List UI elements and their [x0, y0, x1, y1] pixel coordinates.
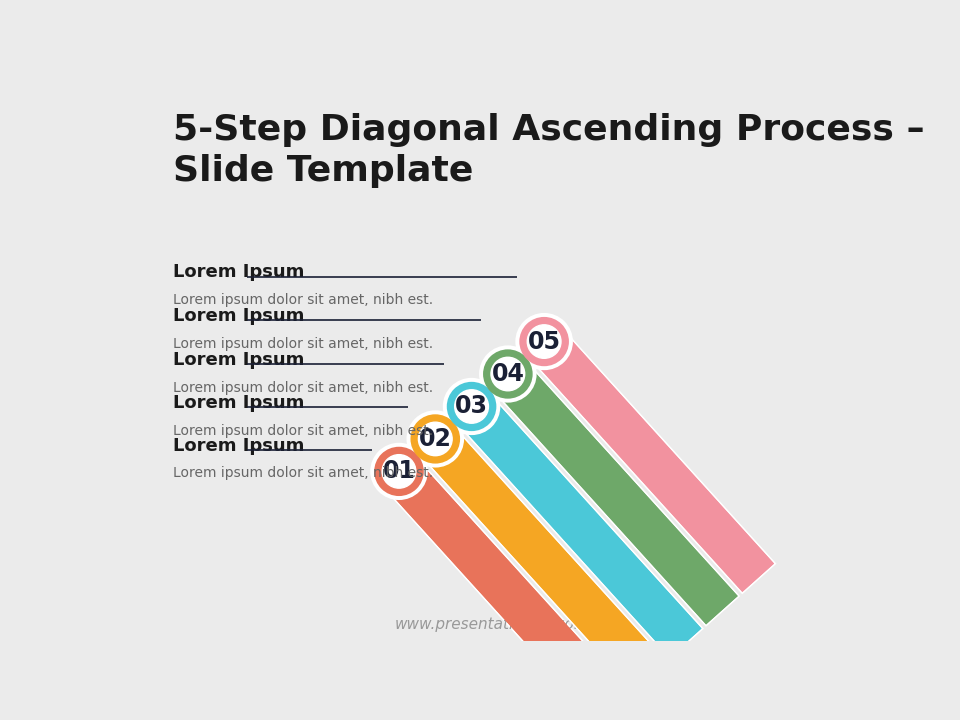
Polygon shape [450, 385, 702, 657]
Circle shape [519, 317, 569, 366]
Text: 03: 03 [455, 395, 488, 418]
Text: 01: 01 [383, 459, 416, 483]
Circle shape [411, 414, 460, 464]
Text: www.presentationgo.com: www.presentationgo.com [395, 616, 589, 631]
Polygon shape [523, 320, 774, 592]
Polygon shape [383, 457, 629, 720]
Text: Lorem ipsum dolor sit amet, nibh est.: Lorem ipsum dolor sit amet, nibh est. [173, 466, 433, 480]
Polygon shape [492, 360, 737, 624]
Polygon shape [528, 328, 774, 592]
Text: 05: 05 [528, 330, 561, 354]
Circle shape [374, 446, 423, 496]
Text: 04: 04 [492, 362, 524, 386]
Polygon shape [420, 425, 665, 689]
Circle shape [419, 422, 452, 456]
Text: Lorem Ipsum: Lorem Ipsum [173, 351, 304, 369]
Polygon shape [456, 392, 702, 657]
Circle shape [491, 357, 525, 391]
Circle shape [382, 454, 416, 488]
Text: Lorem Ipsum: Lorem Ipsum [173, 264, 304, 282]
Circle shape [446, 382, 496, 431]
Text: Lorem ipsum dolor sit amet, nibh est.: Lorem ipsum dolor sit amet, nibh est. [173, 381, 433, 395]
Polygon shape [414, 418, 665, 689]
Text: Lorem ipsum dolor sit amet, nibh est.: Lorem ipsum dolor sit amet, nibh est. [173, 337, 433, 351]
Polygon shape [377, 450, 629, 720]
Text: Lorem Ipsum: Lorem Ipsum [173, 395, 304, 413]
Text: 02: 02 [419, 427, 452, 451]
Text: Lorem ipsum dolor sit amet, nibh est.: Lorem ipsum dolor sit amet, nibh est. [173, 293, 433, 307]
Circle shape [455, 390, 489, 423]
Text: Lorem ipsum dolor sit amet, nibh est.: Lorem ipsum dolor sit amet, nibh est. [173, 423, 433, 438]
Circle shape [483, 349, 533, 399]
Polygon shape [487, 353, 737, 624]
Text: 5-Step Diagonal Ascending Process –
Slide Template: 5-Step Diagonal Ascending Process – Slid… [173, 113, 924, 188]
Text: Lorem Ipsum: Lorem Ipsum [173, 307, 304, 325]
Circle shape [527, 325, 561, 359]
Text: Lorem Ipsum: Lorem Ipsum [173, 436, 304, 454]
